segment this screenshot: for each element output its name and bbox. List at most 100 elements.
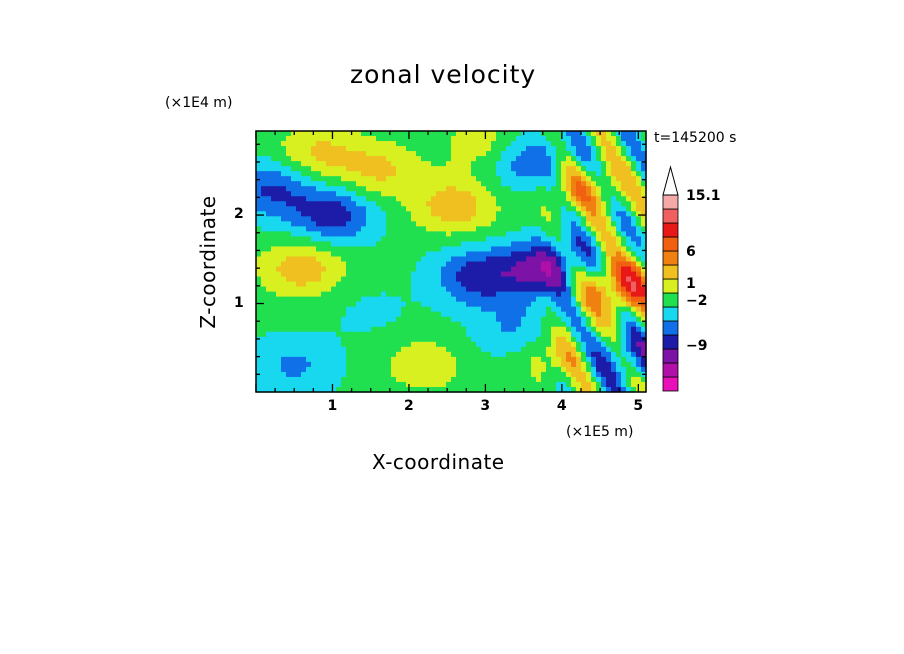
contour-cell — [556, 331, 562, 338]
contour-cell — [441, 156, 447, 162]
chart-title: zonal velocity — [350, 60, 537, 89]
contour-cell — [386, 181, 392, 187]
contour-cell — [621, 316, 627, 323]
contour-cell — [276, 171, 282, 177]
contour-cell — [586, 176, 592, 182]
contour-cell — [631, 266, 637, 273]
contour-cell — [431, 221, 437, 227]
contour-cell — [576, 286, 582, 293]
contour-cell — [626, 356, 632, 363]
contour-cell — [296, 346, 302, 353]
contour-cell — [316, 146, 322, 152]
contour-cell — [296, 306, 302, 313]
contour-cell — [491, 316, 497, 323]
contour-cell — [546, 206, 552, 212]
contour-cell — [606, 261, 612, 268]
contour-cell — [501, 346, 507, 353]
contour-cell — [286, 246, 292, 253]
contour-cell — [421, 351, 427, 358]
contour-cell — [291, 171, 297, 177]
contour-cell — [561, 321, 567, 328]
contour-cell — [441, 136, 447, 142]
contour-cell — [641, 171, 647, 177]
contour-cell — [486, 366, 492, 373]
contour-cell — [481, 181, 487, 187]
contour-cell — [486, 141, 492, 147]
contour-cell — [256, 216, 262, 222]
contour-cell — [361, 181, 367, 187]
contour-cell — [271, 291, 277, 298]
contour-cell — [311, 306, 317, 313]
contour-cell — [531, 146, 537, 152]
contour-cell — [436, 271, 442, 278]
contour-cell — [401, 371, 407, 378]
contour-cell — [531, 341, 537, 348]
contour-cell — [466, 151, 472, 157]
contour-cell — [361, 306, 367, 313]
contour-cell — [601, 271, 607, 278]
contour-cell — [311, 226, 317, 232]
contour-cell — [371, 206, 377, 212]
contour-cell — [526, 161, 532, 167]
contour-cell — [531, 256, 537, 263]
contour-cell — [606, 211, 612, 217]
contour-cell — [386, 231, 392, 237]
contour-cell — [396, 231, 402, 237]
contour-cell — [596, 341, 602, 348]
contour-cell — [531, 181, 537, 187]
contour-cell — [481, 251, 487, 258]
contour-cell — [631, 156, 637, 162]
contour-cell — [531, 276, 537, 283]
contour-cell — [411, 206, 417, 212]
contour-cell — [341, 371, 347, 378]
contour-cell — [551, 261, 557, 268]
contour-cell — [441, 176, 447, 182]
colorbar-segment — [662, 292, 679, 308]
contour-cell — [371, 221, 377, 227]
contour-cell — [421, 221, 427, 227]
contour-cell — [286, 201, 292, 207]
contour-cell — [471, 266, 477, 273]
contour-cell — [426, 306, 432, 313]
contour-cell — [391, 186, 397, 192]
contour-cell — [291, 301, 297, 308]
contour-cell — [471, 281, 477, 288]
contour-cell — [291, 376, 297, 383]
contour-cell — [571, 176, 577, 182]
contour-cell — [546, 136, 552, 142]
contour-cell — [281, 171, 287, 177]
contour-cell — [256, 201, 262, 207]
contour-cell — [531, 206, 537, 212]
contour-cell — [616, 221, 622, 227]
contour-cell — [471, 241, 477, 248]
contour-cell — [356, 166, 362, 172]
contour-cell — [526, 136, 532, 142]
contour-cell — [641, 276, 647, 283]
contour-cell — [641, 226, 647, 232]
contour-cell — [596, 306, 602, 313]
contour-cell — [371, 346, 377, 353]
contour-cell — [586, 136, 592, 142]
contour-cell — [261, 321, 267, 328]
contour-cell — [386, 196, 392, 202]
contour-cell — [286, 321, 292, 328]
contour-cell — [466, 376, 472, 383]
contour-cell — [436, 381, 442, 388]
contour-cell — [501, 136, 507, 142]
contour-cell — [526, 276, 532, 283]
contour-cell — [561, 211, 567, 217]
contour-cell — [391, 151, 397, 157]
contour-cell — [336, 211, 342, 217]
contour-cell — [351, 211, 357, 217]
contour-cell — [371, 286, 377, 293]
contour-cell — [456, 336, 462, 343]
contour-cell — [541, 131, 547, 137]
contour-cell — [576, 366, 582, 373]
contour-cell — [306, 361, 312, 368]
contour-cell — [366, 201, 372, 207]
contour-cell — [551, 131, 557, 137]
contour-cell — [581, 336, 587, 343]
contour-cell — [291, 336, 297, 343]
contour-cell — [531, 151, 537, 157]
contour-cell — [571, 271, 577, 278]
